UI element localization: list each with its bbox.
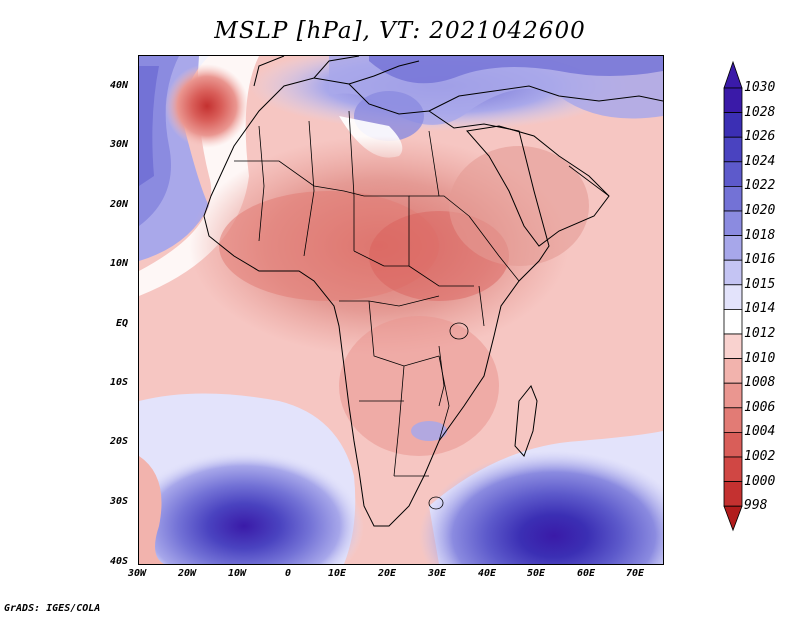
lat-label: 20S <box>110 436 129 447</box>
colorbar-segment <box>723 161 743 187</box>
colorbar-level-label: 1002 <box>744 449 776 464</box>
colorbar-level-label: 1014 <box>744 301 776 317</box>
colorbar-segment <box>723 235 743 261</box>
colorbar-segment <box>723 186 743 212</box>
colorbar-segment <box>723 259 743 286</box>
pressure-field <box>139 56 663 564</box>
colorbar-segment <box>723 308 743 335</box>
colorbar-level-label: 998 <box>744 498 768 514</box>
lat-label: 40S <box>110 556 129 567</box>
colorbar-segment <box>723 407 743 433</box>
lon-label: 40E <box>478 568 497 579</box>
colorbar-segment <box>723 358 743 384</box>
chart-title: MSLP [hPa], VT: 2021042600 <box>214 18 586 44</box>
atlantic-low-center <box>165 64 249 148</box>
colorbar-level-label: 1008 <box>744 375 776 391</box>
lon-label: 60E <box>577 568 596 579</box>
lon-label: 10W <box>228 568 247 579</box>
lat-label: 20N <box>110 199 129 210</box>
lat-label: 30S <box>110 496 129 507</box>
colorbar-top-arrow <box>723 60 743 89</box>
colorbar-segment <box>723 210 743 237</box>
colorbar-level-label: 1022 <box>744 178 776 194</box>
colorbar-segment <box>723 87 743 114</box>
colorbar-segment <box>723 431 743 458</box>
indian-ocean-high <box>419 451 663 564</box>
colorbar-level-label: 1010 <box>744 350 776 366</box>
lat-label: 30N <box>110 139 129 150</box>
colorbar-segment <box>723 481 743 507</box>
colorbar-segment <box>723 456 743 483</box>
colorbar-level-label: 1006 <box>744 399 776 415</box>
colorbar-level-label: 1000 <box>744 473 776 489</box>
colorbar-segment <box>723 284 743 310</box>
lon-label: 70E <box>626 568 645 579</box>
lon-label: 10E <box>328 568 347 579</box>
colorbar-level-label: 1012 <box>744 326 776 341</box>
lat-label: EQ <box>116 318 129 329</box>
lon-label: 20E <box>378 568 397 579</box>
colorbar-level-label: 1024 <box>744 153 776 169</box>
colorbar-level-label: 1004 <box>744 424 776 440</box>
lon-label: 50E <box>527 568 546 579</box>
colorbar-bottom-arrow <box>723 505 743 532</box>
lon-label: 0 <box>285 568 292 579</box>
colorbar-level-label: 1015 <box>744 276 776 292</box>
colorbar-level-label: 1028 <box>744 104 776 120</box>
colorbar-level-label: 1018 <box>744 227 776 243</box>
colorbar-segment <box>723 382 743 409</box>
colorbar <box>723 60 743 532</box>
colorbar-segment <box>723 333 743 360</box>
colorbar-level-label: 1026 <box>744 129 776 145</box>
colorbar-segment <box>723 136 743 163</box>
lon-label: 30E <box>428 568 447 579</box>
colorbar-level-label: 1030 <box>744 80 776 95</box>
pressure-map <box>138 55 664 565</box>
colorbar-level-label: 1020 <box>744 203 776 218</box>
colorbar-segment <box>723 112 743 138</box>
lon-label: 30W <box>128 568 147 579</box>
grads-credit: GrADS: IGES/COLA <box>4 603 101 614</box>
africa-coastline <box>203 77 550 527</box>
lat-label: 40N <box>110 80 129 91</box>
lat-label: 10S <box>110 377 129 388</box>
lat-label: 10N <box>110 258 129 269</box>
south-atlantic-high <box>139 451 364 564</box>
lon-label: 20W <box>178 568 197 579</box>
colorbar-level-label: 1016 <box>744 252 776 268</box>
